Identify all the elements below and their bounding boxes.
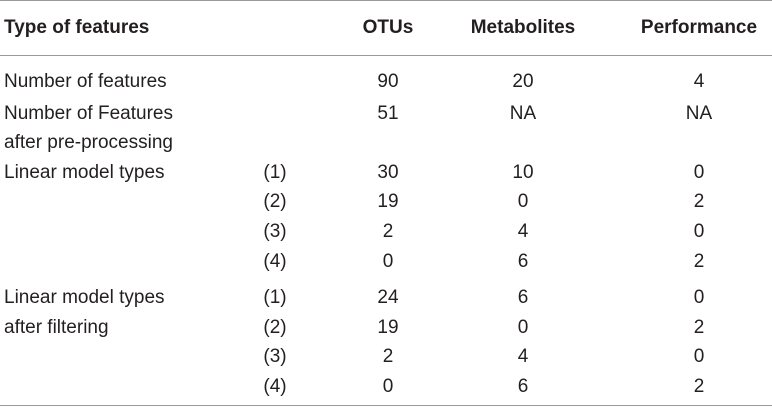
cell-performance: 2 xyxy=(693,317,705,338)
cell-otus: 90 xyxy=(377,71,399,92)
cell-performance: 2 xyxy=(693,251,705,272)
cell-performance: 4 xyxy=(693,71,705,92)
cell-performance: NA xyxy=(685,103,713,124)
row-label: Number of features xyxy=(4,71,167,92)
cell-otus: 0 xyxy=(382,251,394,272)
cell-otus: 19 xyxy=(377,191,399,212)
cell-metabolites: 0 xyxy=(517,191,529,212)
row-label: Number of Features xyxy=(4,103,173,124)
cell-metabolites: 6 xyxy=(517,287,529,308)
header-otus: OTUs xyxy=(362,17,414,38)
cell-metabolites: 6 xyxy=(517,376,529,397)
row-label: Linear model types xyxy=(4,287,165,308)
header-rule xyxy=(0,55,772,56)
row-label: after pre-processing xyxy=(4,132,173,153)
cell-otus: 30 xyxy=(377,162,399,183)
header-type-of-features: Type of features xyxy=(4,17,150,38)
cell-otus: 2 xyxy=(382,221,394,242)
header-performance: Performance xyxy=(640,17,758,38)
cell-metabolites: 4 xyxy=(517,346,529,367)
cell-performance: 0 xyxy=(693,221,705,242)
cell-otus: 19 xyxy=(377,317,399,338)
cell-metabolites: 0 xyxy=(517,317,529,338)
cell-model-type: (3) xyxy=(263,346,287,367)
cell-model-type: (3) xyxy=(263,221,287,242)
cell-otus: 24 xyxy=(377,287,399,308)
cell-metabolites: 4 xyxy=(517,221,529,242)
cell-model-type: (4) xyxy=(263,251,287,272)
cell-otus: 51 xyxy=(377,103,399,124)
cell-performance: 0 xyxy=(693,287,705,308)
cell-metabolites: 6 xyxy=(517,251,529,272)
cell-metabolites: 10 xyxy=(512,162,534,183)
cell-performance: 0 xyxy=(693,346,705,367)
row-label: Linear model types xyxy=(4,162,165,183)
cell-performance: 2 xyxy=(693,376,705,397)
cell-performance: 0 xyxy=(693,162,705,183)
cell-model-type: (1) xyxy=(263,162,287,183)
cell-metabolites: 20 xyxy=(512,71,534,92)
cell-metabolites: NA xyxy=(509,103,537,124)
cell-otus: 0 xyxy=(382,376,394,397)
cell-otus: 2 xyxy=(382,346,394,367)
table-top-rule xyxy=(0,0,772,1)
cell-model-type: (1) xyxy=(263,287,287,308)
cell-performance: 2 xyxy=(693,191,705,212)
table-bottom-rule xyxy=(0,405,772,406)
cell-model-type: (4) xyxy=(263,376,287,397)
cell-model-type: (2) xyxy=(263,191,287,212)
cell-model-type: (2) xyxy=(263,317,287,338)
header-metabolites: Metabolites xyxy=(470,17,576,38)
row-label: after filtering xyxy=(4,317,109,338)
